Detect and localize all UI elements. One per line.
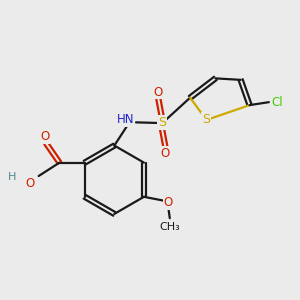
Text: O: O	[26, 177, 35, 190]
Text: H: H	[8, 172, 17, 182]
Text: Cl: Cl	[272, 96, 283, 109]
Text: S: S	[202, 113, 211, 127]
Text: CH₃: CH₃	[159, 222, 180, 232]
Text: O: O	[154, 85, 163, 98]
Text: O: O	[40, 130, 49, 143]
Text: S: S	[158, 116, 166, 130]
Text: O: O	[164, 196, 173, 209]
Text: O: O	[161, 147, 170, 161]
Text: HN: HN	[117, 113, 134, 127]
